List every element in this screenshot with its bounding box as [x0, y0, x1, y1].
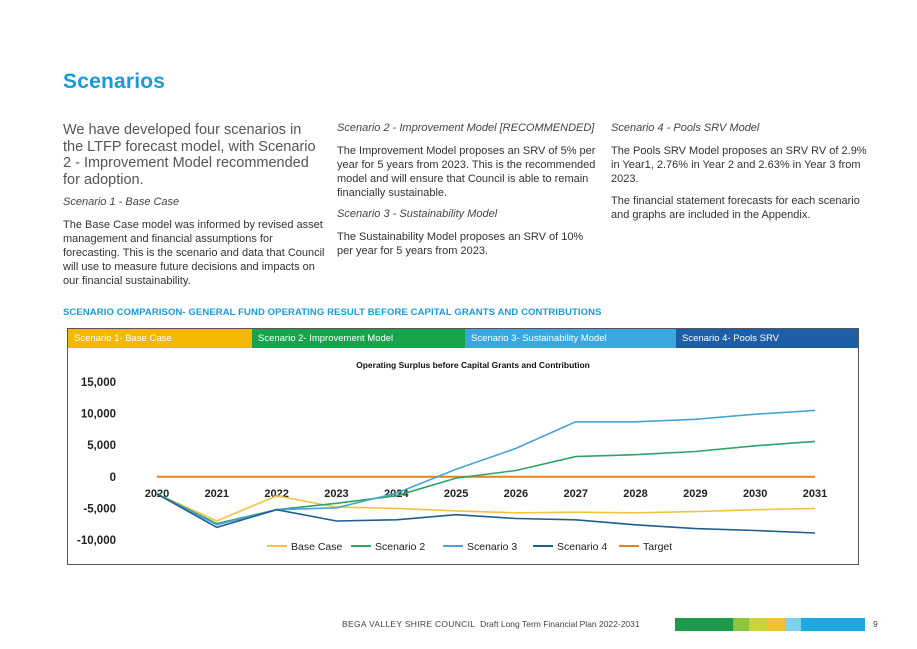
scenario-4-text: The Pools SRV Model proposes an SRV RV o…	[611, 145, 867, 185]
series-line-base-case	[156, 493, 816, 522]
appendix-text: The financial statement forecasts for ea…	[611, 195, 860, 221]
scenario-2-heading: Scenario 2 - Improvement Model [RECOMMEN…	[337, 122, 595, 134]
y-tick-label: 0	[110, 472, 116, 484]
footer-org: BEGA VALLEY SHIRE COUNCIL	[342, 619, 476, 629]
y-tick-label: 15,000	[81, 377, 116, 389]
scenario-4-heading: Scenario 4 - Pools SRV Model	[611, 122, 760, 134]
line-chart-svg: Operating Surplus before Capital Grants …	[77, 360, 827, 553]
x-tick-label: 2026	[504, 488, 528, 500]
page-title: Scenarios	[63, 70, 166, 93]
x-tick-label: 2030	[743, 488, 767, 500]
scenario-legend-bar: Scenario 1- Base Case Scenario 2- Improv…	[68, 329, 858, 348]
line-chart: Operating Surplus before Capital Grants …	[68, 348, 858, 564]
x-tick-label: 2031	[803, 488, 827, 500]
footer-text: BEGA VALLEY SHIRE COUNCIL Draft Long Ter…	[342, 619, 640, 629]
series-line-scenario-3	[156, 409, 816, 526]
legend-label: Scenario 2	[375, 541, 425, 553]
legend-label: Target	[643, 541, 672, 553]
footer-color-bar	[749, 618, 767, 631]
page-footer: BEGA VALLEY SHIRE COUNCIL Draft Long Ter…	[0, 617, 917, 633]
y-tick-label: 5,000	[87, 440, 116, 452]
footer-color-bar	[733, 618, 749, 631]
legend-bar-scenario-2: Scenario 2- Improvement Model	[252, 329, 465, 348]
footer-doc-title: Draft Long Term Financial Plan 2022-2031	[480, 619, 640, 629]
legend-bar-scenario-4: Scenario 4- Pools SRV	[676, 329, 858, 348]
x-tick-label: 2023	[324, 488, 348, 500]
x-tick-label: 2025	[444, 488, 468, 500]
y-tick-label: 10,000	[81, 409, 116, 421]
legend-label: Scenario 3	[467, 541, 517, 553]
column-middle: Scenario 2 - Improvement Model [RECOMMEN…	[337, 122, 599, 266]
x-tick-label: 2027	[563, 488, 587, 500]
page-number: 9	[873, 619, 878, 629]
x-tick-label: 2021	[205, 488, 229, 500]
legend-bar-scenario-1: Scenario 1- Base Case	[68, 329, 252, 348]
footer-color-bars	[675, 618, 865, 631]
footer-color-bar	[785, 618, 801, 631]
scenario-3-heading: Scenario 3 - Sustainability Model	[337, 208, 498, 220]
footer-color-bar	[675, 618, 733, 631]
scenario-1-heading: Scenario 1 - Base Case	[63, 196, 180, 208]
scenario-1-text: The Base Case model was informed by revi…	[63, 219, 325, 287]
x-tick-label: 2028	[623, 488, 647, 500]
comparison-section-title: SCENARIO COMPARISON- GENERAL FUND OPERAT…	[63, 307, 602, 318]
column-right: Scenario 4 - Pools SRV Model The Pools S…	[611, 122, 873, 230]
intro-text: We have developed four scenarios in the …	[63, 122, 316, 188]
column-left: We have developed four scenarios in the …	[63, 122, 325, 296]
series-line-scenario-4	[156, 493, 816, 534]
footer-color-bar	[801, 618, 865, 631]
y-tick-label: -10,000	[77, 535, 116, 547]
x-tick-label: 2029	[683, 488, 707, 500]
legend-bar-scenario-3: Scenario 3- Sustainability Model	[465, 329, 676, 348]
scenario-3-text: The Sustainability Model proposes an SRV…	[337, 231, 584, 257]
scenario-2-text: The Improvement Model proposes an SRV of…	[337, 145, 596, 199]
chart-title: Operating Surplus before Capital Grants …	[356, 360, 590, 370]
y-tick-label: -5,000	[83, 503, 116, 515]
chart-frame: Scenario 1- Base Case Scenario 2- Improv…	[67, 328, 859, 565]
footer-color-bar	[767, 618, 785, 631]
legend-label: Base Case	[291, 541, 343, 553]
legend-label: Scenario 4	[557, 541, 607, 553]
